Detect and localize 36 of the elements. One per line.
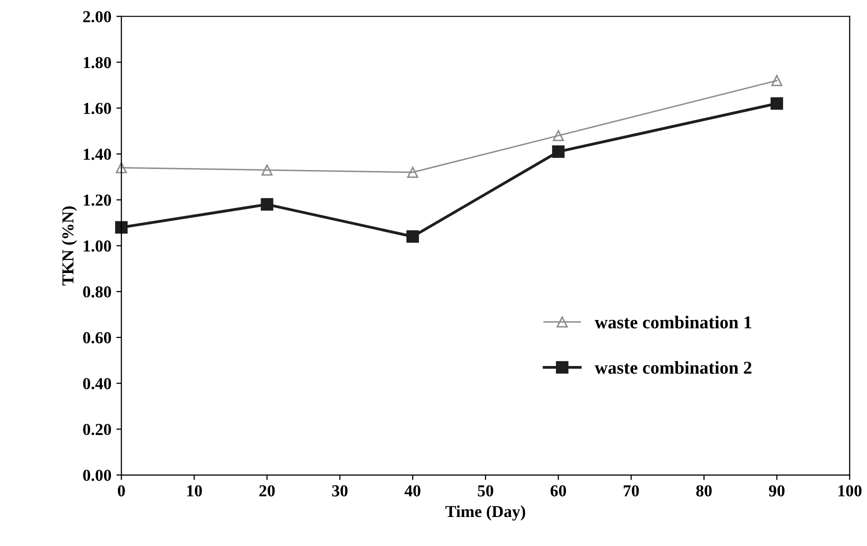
point	[771, 75, 782, 86]
y-tick-label: 1.40	[84, 148, 112, 160]
x-tick-label: 20	[259, 485, 275, 496]
x-tick-label: 80	[696, 485, 712, 496]
x-tick-label: 60	[550, 485, 566, 496]
y-tick-label: 1.00	[84, 240, 112, 252]
point	[116, 162, 127, 174]
x-tick-label: 100	[838, 485, 862, 496]
point	[770, 97, 784, 110]
x-tick-label: 0	[118, 485, 125, 496]
x-tick-label: 40	[404, 485, 420, 496]
legend-label: waste combination 1	[594, 316, 752, 328]
point	[552, 130, 564, 142]
legend-label: waste combination 2	[594, 361, 752, 374]
y-tick-label: 1.60	[84, 102, 112, 114]
x-tick-label: 50	[478, 485, 494, 496]
y-tick-label: 2.00	[83, 11, 112, 22]
point	[115, 221, 128, 234]
y-tick-label: 0.80	[83, 286, 112, 298]
y-tick-label: 0.60	[83, 332, 112, 344]
y-tick-label: 0.40	[83, 378, 112, 390]
y-tick-label: 0.00	[83, 470, 112, 482]
x-axis-title: Time (Day)	[445, 505, 526, 521]
point	[407, 166, 418, 178]
x-tick-label: 10	[187, 485, 202, 496]
point	[260, 198, 274, 211]
y-tick-label: 1.20	[84, 194, 112, 206]
y-axis-title: TKN (%N)	[62, 206, 77, 286]
point	[261, 164, 273, 176]
x-tick-label: 70	[624, 485, 639, 496]
point	[552, 145, 565, 158]
point	[406, 230, 419, 243]
y-tick-label: 0.20	[83, 424, 112, 436]
y-tick-label: 1.80	[84, 56, 112, 68]
x-tick-label: 30	[332, 485, 348, 496]
x-tick-label: 90	[768, 485, 785, 496]
